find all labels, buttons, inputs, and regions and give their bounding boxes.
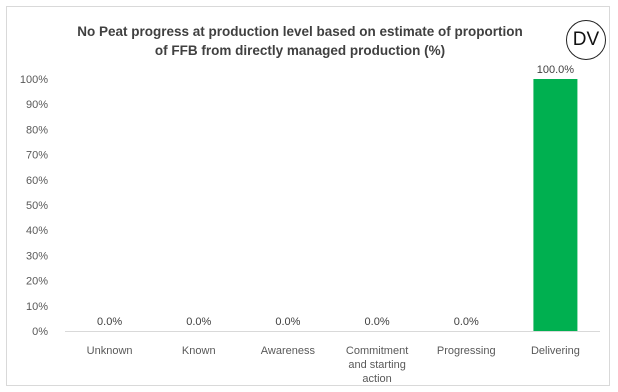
x-category-label-line: and starting <box>348 359 405 371</box>
data-label: 0.0% <box>275 316 300 328</box>
x-category-label: Awareness <box>261 345 316 357</box>
y-tick-label: 10% <box>26 301 48 313</box>
y-tick-label: 60% <box>26 175 48 187</box>
x-category-label: Known <box>182 345 216 357</box>
x-category-label-line: action <box>362 373 391 385</box>
x-category-label: Commitment and starting action <box>346 345 408 385</box>
chart-title-line-1: No Peat progress at production level bas… <box>77 24 523 39</box>
x-category-label-line: Awareness <box>261 345 316 357</box>
data-label: 0.0% <box>454 316 479 328</box>
chart-title: No Peat progress at production level bas… <box>40 22 560 60</box>
chart-frame <box>6 6 610 386</box>
x-category-label: Progressing <box>437 345 496 357</box>
y-tick-label: 70% <box>26 150 48 162</box>
y-tick-label: 20% <box>26 276 48 288</box>
data-label: 0.0% <box>97 316 122 328</box>
x-category-label: Delivering <box>531 345 580 357</box>
x-category-label-line: Commitment <box>346 345 408 357</box>
x-category-label-line: Unknown <box>87 345 133 357</box>
data-label: 0.0% <box>186 316 211 328</box>
y-tick-label: 90% <box>26 99 48 111</box>
chart-title-line-2: of FFB from directly managed production … <box>154 43 446 58</box>
bar <box>533 79 578 331</box>
dv-badge: DV <box>566 20 606 60</box>
data-label: 100.0% <box>537 64 575 76</box>
y-tick-label: 50% <box>26 200 48 212</box>
data-label: 0.0% <box>365 316 390 328</box>
x-category-label-line: Known <box>182 345 216 357</box>
y-tick-label: 80% <box>26 124 48 136</box>
y-tick-label: 30% <box>26 250 48 262</box>
y-tick-label: 0% <box>32 326 48 338</box>
y-tick-label: 40% <box>26 225 48 237</box>
x-category-label-line: Delivering <box>531 345 580 357</box>
x-category-label: Unknown <box>87 345 133 357</box>
x-category-label-line: Progressing <box>437 345 496 357</box>
y-tick-label: 100% <box>20 74 48 86</box>
